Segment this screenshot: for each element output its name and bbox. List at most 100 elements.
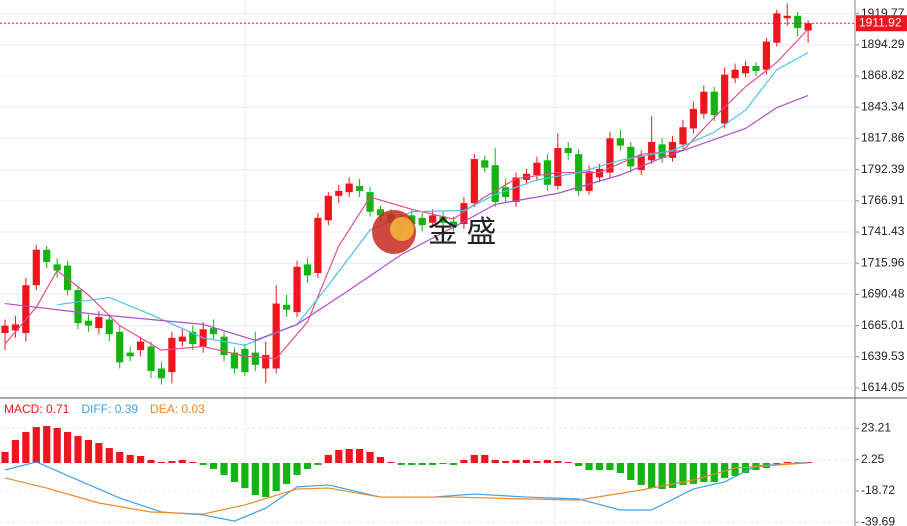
indicator-line — [4, 94, 809, 341]
y-tick-label: 1817.86 — [861, 131, 905, 145]
candle-body — [105, 319, 113, 335]
candle-body — [752, 66, 760, 71]
macd-bar — [376, 457, 385, 463]
y-tick-label: 1639.53 — [861, 349, 905, 363]
macd-bar — [356, 448, 364, 463]
macd-bar — [773, 463, 781, 465]
macd-bar — [168, 461, 176, 463]
macd-bar — [283, 463, 291, 484]
macd-bar — [303, 463, 312, 469]
candle-body — [554, 148, 562, 187]
candle-body — [658, 144, 666, 158]
macd-bar — [178, 460, 186, 463]
candle-body — [356, 186, 364, 191]
y-tick-label: 1868.82 — [861, 68, 905, 82]
candle-body — [283, 304, 291, 310]
candle-body — [491, 165, 499, 202]
macd-bar — [470, 454, 478, 463]
macd-bar — [314, 463, 322, 465]
y-tick-label: 2.25 — [861, 452, 885, 466]
macd-bar — [63, 431, 72, 463]
macd-bar — [22, 431, 30, 463]
macd-bar — [616, 463, 624, 474]
candle-body — [512, 177, 520, 202]
candle-body — [157, 368, 166, 379]
macd-bar — [408, 463, 416, 465]
candle-body — [439, 216, 447, 223]
last-price-label: 1911.92 — [859, 15, 902, 29]
macd-bar — [575, 463, 583, 466]
candle-body — [606, 138, 614, 173]
candle-body — [84, 320, 93, 326]
macd-bar — [157, 461, 166, 463]
candle-body — [95, 317, 103, 329]
macd-bar — [741, 463, 750, 474]
candle-body — [1, 325, 9, 333]
macd-bar — [439, 463, 447, 465]
candle-body — [53, 264, 61, 271]
candle-body — [147, 346, 155, 371]
macd-bar — [585, 463, 593, 471]
macd-bar — [689, 463, 697, 484]
macd-bar — [1, 451, 9, 463]
macd-bar — [481, 454, 489, 463]
macd-bar — [199, 463, 207, 465]
candle-body — [303, 264, 312, 276]
macd-bar — [679, 463, 687, 485]
macd-bar — [491, 460, 499, 463]
candle-body — [262, 355, 270, 369]
macd-bar — [126, 454, 134, 463]
candle-body — [189, 331, 197, 344]
macd-bar — [543, 460, 551, 463]
candle-body — [210, 328, 218, 335]
candle-body — [637, 155, 645, 171]
candle-body — [543, 160, 551, 185]
macd-bar — [189, 461, 197, 463]
macd-bar — [43, 425, 51, 463]
indicator-line — [4, 462, 809, 515]
candle-body — [293, 266, 301, 313]
legend-entry: MACD: 0.71 — [4, 402, 70, 416]
macd-bar — [210, 463, 218, 469]
macd-bar — [668, 463, 677, 489]
indicator-line — [57, 52, 809, 346]
macd-bar — [710, 463, 718, 482]
y-tick-label: -18.72 — [861, 483, 895, 497]
candle-body — [627, 146, 635, 167]
macd-bar — [293, 463, 301, 475]
candle-body — [648, 141, 656, 161]
macd-bar — [522, 460, 531, 463]
legend-entry: DIFF: 0.39 — [81, 402, 138, 416]
candle-body — [22, 285, 30, 333]
candle-body — [721, 74, 729, 124]
y-tick-label: 1665.01 — [861, 318, 905, 332]
candle-body — [595, 168, 604, 178]
candle-body — [220, 336, 228, 356]
candle-body — [241, 348, 249, 373]
macd-bar — [84, 440, 93, 463]
macd-bar — [147, 460, 155, 463]
candle-body — [345, 183, 353, 193]
macd-bar — [731, 463, 739, 476]
candle-body — [585, 171, 593, 191]
macd-bar — [241, 463, 249, 489]
candle-body — [762, 41, 770, 70]
macd-bar — [564, 461, 572, 463]
y-tick-label: -39.69 — [861, 514, 895, 526]
candle-body — [178, 336, 186, 342]
candle-body — [460, 203, 468, 224]
candle-body — [429, 215, 437, 223]
macd-bar — [220, 463, 228, 475]
macd-bar — [648, 463, 656, 489]
macd-bar — [606, 463, 614, 471]
y-tick-label: 1741.43 — [861, 224, 905, 238]
macd-bar — [32, 427, 40, 463]
macd-bar — [512, 460, 520, 463]
candle-body — [679, 127, 687, 145]
y-tick-label: 1614.05 — [861, 380, 905, 394]
candle-body — [63, 265, 72, 291]
candle-body — [794, 15, 802, 29]
candle-body — [376, 209, 385, 216]
logo — [390, 217, 414, 241]
